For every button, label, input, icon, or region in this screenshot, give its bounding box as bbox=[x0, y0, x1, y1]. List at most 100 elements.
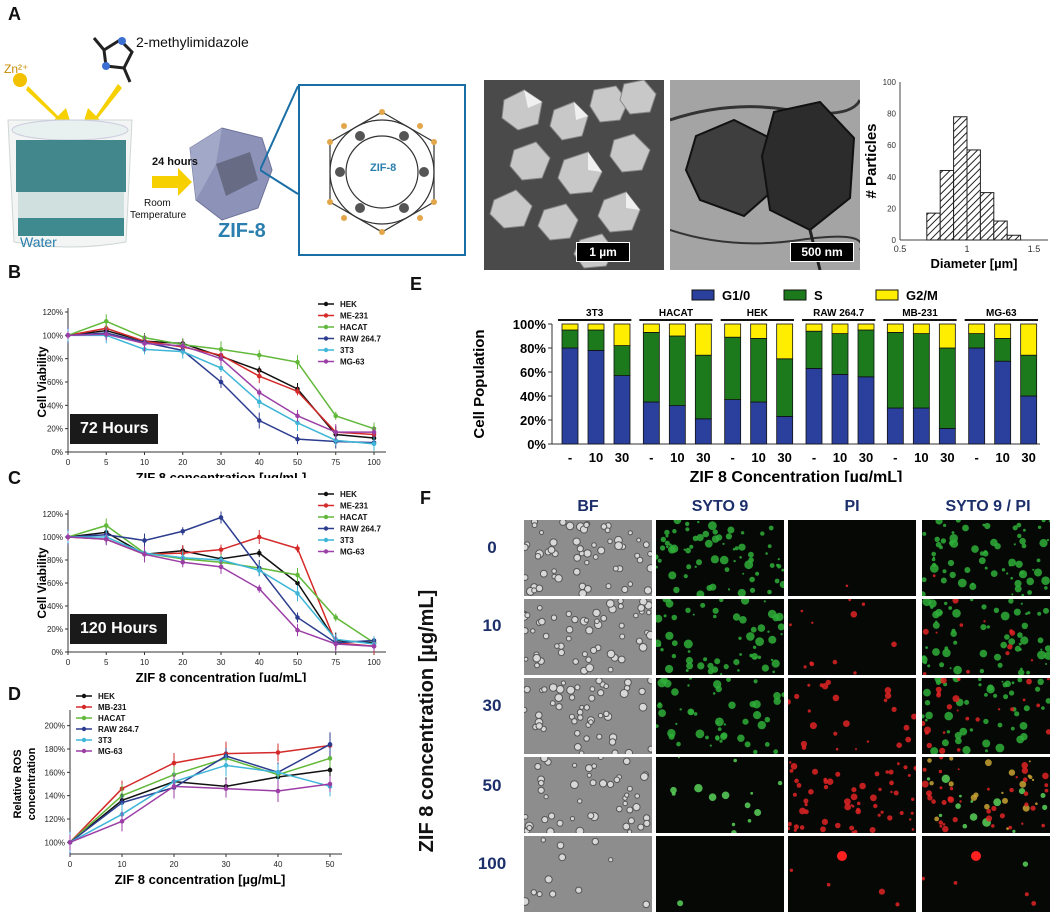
y-tick-label: 180% bbox=[45, 745, 65, 754]
group-label: HACAT bbox=[659, 308, 693, 319]
micrograph-pi-10 bbox=[788, 599, 916, 675]
legend-label: HEK bbox=[340, 490, 357, 499]
legend-marker bbox=[323, 491, 329, 497]
bar-segment-g2-m bbox=[831, 323, 849, 334]
x-tick-label: - bbox=[649, 450, 653, 465]
bar-segment-g2-m bbox=[805, 323, 823, 332]
data-point bbox=[295, 615, 300, 620]
data-point bbox=[256, 373, 262, 379]
hist-bar bbox=[953, 116, 968, 241]
data-point bbox=[295, 627, 300, 633]
data-point bbox=[295, 580, 300, 586]
series-line-hek bbox=[69, 769, 331, 843]
x-tick-label: 0 bbox=[66, 458, 71, 467]
bar-segment-g2-m bbox=[694, 323, 712, 356]
legend-marker bbox=[81, 704, 87, 710]
panel-label-f: F bbox=[420, 488, 431, 508]
data-point bbox=[218, 379, 224, 385]
x-tick-label: 30 bbox=[222, 860, 231, 869]
zif8-label: ZIF-8 bbox=[218, 220, 266, 242]
micrograph-merge-0 bbox=[922, 520, 1050, 596]
x-tick-label: 40 bbox=[255, 458, 264, 467]
y-axis-title: Cell Viability bbox=[35, 547, 49, 618]
data-point bbox=[218, 356, 224, 361]
group-label: MG-63 bbox=[986, 308, 1017, 319]
data-point bbox=[333, 641, 339, 647]
data-point bbox=[333, 615, 339, 620]
y-tick-label: 60% bbox=[520, 365, 546, 380]
micrograph-syto9-30 bbox=[656, 678, 784, 754]
bar-segment-g2-m bbox=[912, 323, 930, 334]
bar-segment-g1-0 bbox=[642, 401, 660, 445]
x-axis-title: ZIF 8 concentration [µg/mL] bbox=[136, 470, 307, 478]
legend-marker bbox=[81, 693, 87, 699]
x-tick-label: 75 bbox=[331, 458, 340, 467]
data-point bbox=[103, 523, 109, 528]
x-tick-label: 100 bbox=[367, 458, 381, 467]
y-tick-label: 40% bbox=[47, 602, 63, 611]
legend-swatch bbox=[783, 289, 807, 301]
bar-segment-g1-0 bbox=[968, 347, 986, 445]
data-point bbox=[295, 413, 300, 419]
data-point bbox=[295, 572, 300, 578]
legend-label: MG-63 bbox=[98, 747, 123, 756]
zif8-structure-box: ZIF-8 bbox=[298, 84, 466, 256]
x-tick-label: 30 bbox=[940, 450, 954, 465]
bar-segment-g2-m bbox=[994, 323, 1012, 339]
bar-segment-g2-m bbox=[642, 323, 660, 333]
methylimidazole-molecule-icon bbox=[92, 37, 134, 83]
legend-marker bbox=[81, 726, 87, 732]
data-point bbox=[180, 343, 186, 349]
hist-y-tick: 0 bbox=[892, 236, 897, 245]
y-tick-label: 160% bbox=[45, 768, 65, 777]
x-tick-label: 10 bbox=[914, 450, 928, 465]
legend-marker bbox=[323, 549, 329, 554]
y-tick-label: 120% bbox=[43, 510, 63, 519]
legend-marker bbox=[323, 503, 329, 508]
row-label-50: 50 bbox=[482, 776, 502, 795]
x-tick-label: 10 bbox=[833, 450, 847, 465]
x-tick-label: - bbox=[812, 450, 816, 465]
hist-bar bbox=[939, 169, 955, 241]
legend-label: HACAT bbox=[98, 714, 126, 723]
legend-marker bbox=[323, 514, 329, 520]
data-point bbox=[295, 389, 300, 394]
x-tick-label: 10 bbox=[140, 658, 149, 667]
x-tick-label: 50 bbox=[326, 860, 335, 869]
legend-marker bbox=[323, 526, 329, 531]
y-axis-title-2: concentration bbox=[26, 747, 38, 820]
hist-x-tick: 1.5 bbox=[1028, 244, 1041, 254]
y-tick-label: 60% bbox=[47, 378, 63, 387]
tem-scale-bar: 500 nm bbox=[790, 242, 854, 262]
hist-y-tick: 60 bbox=[887, 141, 896, 150]
bar-segment-g2-m bbox=[776, 323, 794, 360]
series-line-hacat bbox=[69, 757, 331, 843]
diameter-histogram: 0 20 40 60 80 100 0.5 1 1.5 Diameter [µm] # Partic… bbox=[863, 78, 1048, 271]
legend-swatch bbox=[691, 289, 715, 301]
hist-xlabel: Diameter [µm] bbox=[931, 256, 1018, 271]
data-point bbox=[218, 347, 224, 352]
micrograph-pi-0 bbox=[788, 520, 916, 596]
x-axis-title: ZIF 8 Concentration [µg/mL] bbox=[690, 469, 903, 482]
y-tick-label: 100% bbox=[43, 533, 63, 542]
y-tick-label: 0% bbox=[51, 448, 63, 457]
y-tick-label: 0% bbox=[527, 437, 546, 452]
y-tick-label: 20% bbox=[47, 425, 63, 434]
data-point bbox=[275, 770, 281, 775]
panel-f: BF SYTO 9 PI SYTO 9 / PI ZIF 8 concentra… bbox=[416, 486, 1059, 912]
x-tick-label: 10 bbox=[118, 860, 127, 869]
data-point bbox=[327, 767, 333, 773]
panel-a: 2-methylimidazole Zn²⁺ bbox=[0, 20, 1059, 271]
data-point bbox=[171, 784, 177, 789]
panel-label-b: B bbox=[8, 262, 21, 282]
y-tick-label: 80% bbox=[47, 556, 63, 565]
bar-segment-g1-0 bbox=[912, 407, 930, 445]
legend-label: HEK bbox=[340, 300, 357, 309]
group-label: MB-231 bbox=[902, 308, 938, 319]
y-axis-title-1: Relative ROS bbox=[12, 749, 24, 818]
series-line-3t3 bbox=[69, 764, 331, 843]
data-point bbox=[275, 788, 281, 794]
legend-label: RAW 264.7 bbox=[340, 525, 381, 534]
y-tick-label: 20% bbox=[47, 625, 63, 634]
bar-segment-g1-0 bbox=[938, 427, 956, 445]
